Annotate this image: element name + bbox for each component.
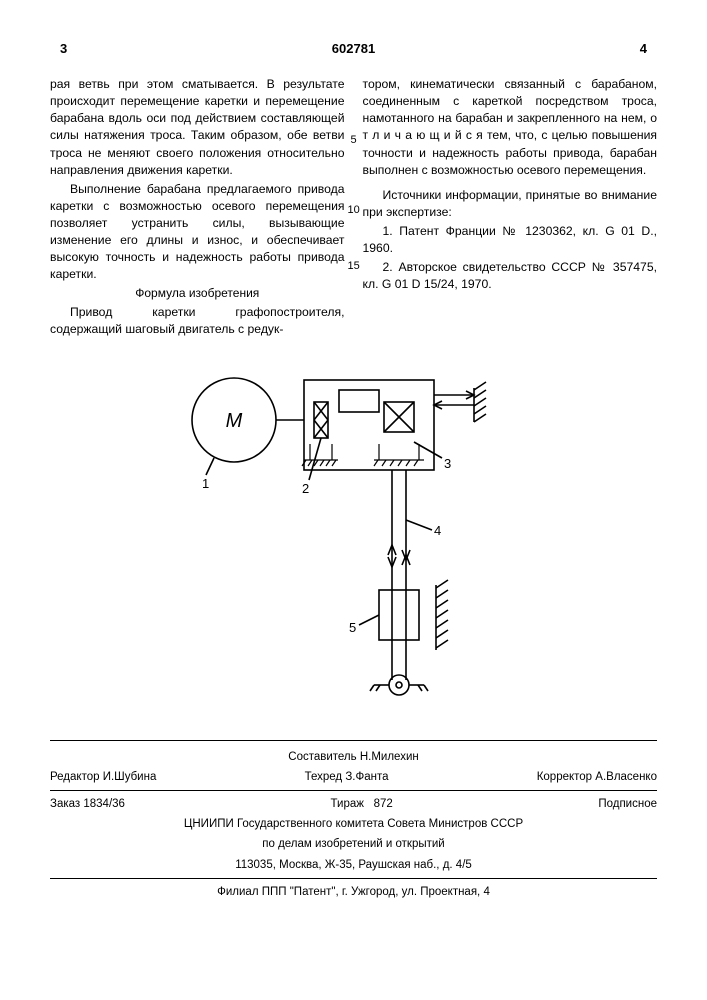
left-column: рая ветвь при этом сматывается. В резуль… [50, 76, 345, 340]
patent-number: 602781 [90, 40, 617, 58]
subscription-cell: Подписное [598, 796, 657, 812]
sources-title: Источники информации, принятые во вниман… [363, 187, 658, 221]
left-para-2: Выполнение барабана предлагаемого привод… [50, 181, 345, 283]
node-label-3: 3 [444, 456, 451, 471]
order-cell: Заказ 1834/36 [50, 796, 125, 812]
left-para-3: Привод каретки графопостроителя, содержа… [50, 304, 345, 338]
node-label-5: 5 [349, 620, 356, 635]
node-label-4: 4 [434, 523, 441, 538]
line-marker-10: 10 [348, 203, 360, 218]
right-column: 5 10 15 тором, кинематически связанный с… [363, 76, 658, 340]
page-number-left: 3 [60, 40, 90, 58]
reference-2: 2. Авторское свидетельство СССР № 357475… [363, 259, 658, 293]
line-marker-5: 5 [351, 133, 357, 148]
left-para-1: рая ветвь при этом сматывается. В резуль… [50, 76, 345, 178]
node-label-2: 2 [302, 481, 309, 496]
page-header: 3 602781 4 [50, 40, 657, 58]
corrector-cell: Корректор А.Власенко [537, 769, 657, 785]
line-marker-15: 15 [348, 259, 360, 274]
editor-cell: Редактор И.Шубина [50, 769, 156, 785]
tirage-cell: Тираж 872 [331, 796, 393, 812]
address-line: 113035, Москва, Ж-35, Раушская наб., д. … [50, 857, 657, 873]
right-para-1: тором, кинематически связанный с барабан… [363, 76, 658, 178]
footer-block: Составитель Н.Милехин Редактор И.Шубина … [50, 740, 657, 900]
text-columns: рая ветвь при этом сматывается. В резуль… [50, 76, 657, 340]
formula-title: Формула изобретения [50, 285, 345, 302]
reference-1: 1. Патент Франции № 1230362, кл. G 01 D.… [363, 223, 658, 257]
techred-cell: Техред З.Фанта [305, 769, 389, 785]
diagram-container: М 1 2 [50, 360, 657, 720]
mechanical-diagram: М 1 2 [174, 360, 534, 720]
composer-label: Составитель [288, 751, 356, 763]
node-label-1: 1 [202, 476, 209, 491]
org-line-1: ЦНИИПИ Государственного комитета Совета … [50, 816, 657, 832]
page-number-right: 4 [617, 40, 647, 58]
motor-label: М [225, 410, 242, 432]
composer-name: Н.Милехин [360, 751, 419, 763]
org-line-2: по делам изобретений и открытий [50, 836, 657, 852]
filial-line: Филиал ППП "Патент", г. Ужгород, ул. Про… [50, 884, 657, 900]
